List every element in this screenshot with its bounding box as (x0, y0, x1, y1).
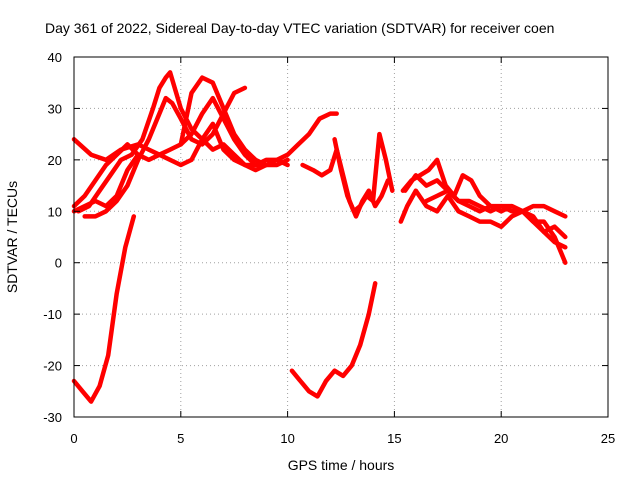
x-tick-label: 0 (70, 431, 77, 446)
y-tick-label: -10 (43, 307, 62, 322)
y-tick-label: 10 (48, 204, 62, 219)
series-track-j (400, 157, 568, 219)
plot-frame (73, 56, 609, 418)
series-track-a (71, 111, 339, 168)
series-track-h (332, 131, 395, 214)
y-tick-label: 0 (55, 256, 62, 271)
y-tick-label: -20 (43, 359, 62, 374)
chart-title: Day 361 of 2022, Sidereal Day-to-day VTE… (45, 20, 554, 36)
series-track-neg-2 (289, 281, 378, 399)
series-track-e (178, 75, 290, 168)
x-axis-label: GPS time / hours (288, 457, 395, 473)
series-track-f (71, 142, 141, 209)
y-tick-label: -30 (43, 410, 62, 425)
y-tick-label: 30 (48, 101, 62, 116)
y-tick-label: 40 (48, 50, 62, 65)
x-tick-label: 25 (601, 431, 615, 446)
series-track-c (82, 85, 248, 219)
axis-ticks: 0 5 10 15 20 25 -30 -20 -10 0 10 20 30 40 (43, 50, 615, 446)
series-track-neg-1 (71, 214, 137, 404)
series-track-d (76, 70, 269, 214)
series-track-l (424, 188, 568, 240)
x-tick-label: 20 (494, 431, 508, 446)
y-tick-label: 20 (48, 153, 62, 168)
series-track-k (402, 173, 568, 265)
x-tick-label: 10 (280, 431, 294, 446)
data-series (71, 70, 568, 404)
y-axis-label: SDTVAR / TECUs (4, 181, 20, 293)
x-tick-label: 5 (177, 431, 184, 446)
x-tick-label: 15 (387, 431, 401, 446)
